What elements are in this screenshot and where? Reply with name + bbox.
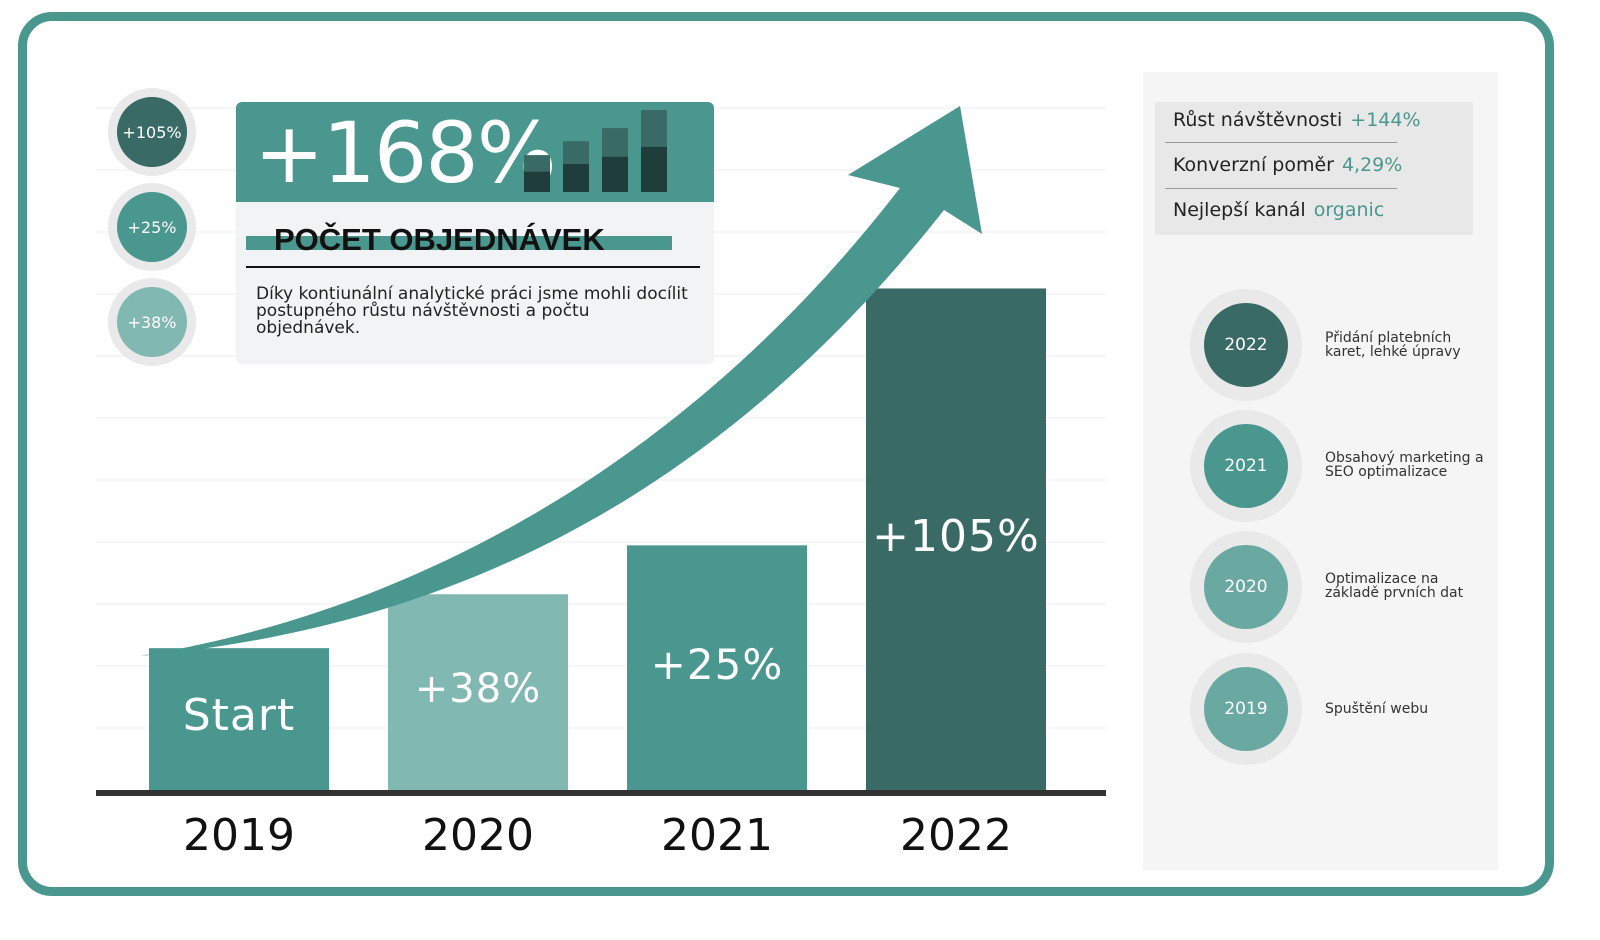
timeline-year: 2019	[1204, 667, 1288, 751]
bar-2022	[866, 288, 1046, 790]
timeline-year: 2020	[1204, 545, 1288, 629]
timeline-text-2021: Obsahový marketing a SEO optimalizace	[1325, 450, 1484, 480]
pct-circle-1-inner: +105%	[117, 97, 187, 167]
stat-row-conversion: Konverzní poměr 4,29%	[1173, 154, 1402, 176]
stats-box: Růst návštěvnosti +144% Konverzní poměr 4,…	[1155, 102, 1473, 235]
timeline-text-2020: Optimalizace na základě prvních dat	[1325, 571, 1464, 601]
pct-circle-2-inner: +25%	[117, 192, 187, 262]
x-tick-2022: 2022	[900, 810, 1012, 861]
hero-divider	[246, 266, 700, 268]
stat-row-traffic: Růst návštěvnosti +144%	[1173, 109, 1421, 131]
hero-header	[236, 102, 714, 202]
timeline-circle-2019: 2019	[1190, 653, 1302, 765]
x-tick-2021: 2021	[661, 810, 773, 861]
hero-big-value: +168%	[254, 104, 557, 202]
timeline-text-2019: Spuštění webu	[1325, 701, 1429, 717]
hero-card: +168% POČET OBJEDNÁVEK Díky kontiunální …	[236, 102, 714, 364]
timeline-year: 2022	[1204, 303, 1288, 387]
mini-bar-bottom	[602, 156, 628, 192]
bar-label-2022: +105%	[872, 510, 1040, 562]
timeline-circle-2021: 2021	[1190, 410, 1302, 522]
bar-label-2020: +38%	[414, 666, 542, 713]
bar-2021	[627, 545, 807, 790]
x-tick-2020: 2020	[422, 810, 534, 861]
x-tick-2019: 2019	[183, 810, 295, 861]
pct-circle-1: +105%	[108, 88, 196, 176]
pct-circle-3-inner: +38%	[117, 287, 187, 357]
hero-title: POČET OBJEDNÁVEK	[274, 222, 605, 257]
stat-divider	[1165, 188, 1397, 189]
mini-bar-bottom	[524, 171, 550, 192]
growth-arrow	[140, 106, 982, 656]
timeline-text-2022: Přidání platebních karet, lehké úpravy	[1325, 330, 1461, 360]
pct-circle-2: +25%	[108, 183, 196, 271]
chart-baseline	[96, 790, 1106, 796]
stat-label: Nejlepší kanál	[1173, 199, 1306, 221]
hero-title-highlight	[246, 236, 672, 250]
mini-bar-bottom	[641, 146, 667, 192]
stat-label: Růst návštěvnosti	[1173, 109, 1343, 131]
bar-2019	[149, 648, 329, 790]
pct-circle-3: +38%	[108, 278, 196, 366]
hero-description: Díky kontiunální analytické práci jsme m…	[256, 284, 688, 338]
stat-value: organic	[1313, 199, 1385, 221]
mini-bar-chart-icon	[524, 110, 667, 192]
bar-label-2021: +25%	[650, 640, 784, 690]
mini-bar-bottom	[563, 164, 589, 192]
timeline-year: 2021	[1204, 424, 1288, 508]
stat-label: Konverzní poměr	[1173, 154, 1334, 176]
stat-value: 4,29%	[1341, 154, 1403, 176]
bar-2020	[388, 594, 568, 790]
stat-divider	[1165, 142, 1397, 143]
chart-bars	[149, 288, 1046, 790]
timeline-circle-2020: 2020	[1190, 531, 1302, 643]
timeline-circle-2022: 2022	[1190, 289, 1302, 401]
bar-label-2019: Start	[182, 690, 296, 742]
stat-value: +144%	[1350, 109, 1421, 131]
stat-row-channel: Nejlepší kanál organic	[1173, 199, 1384, 221]
